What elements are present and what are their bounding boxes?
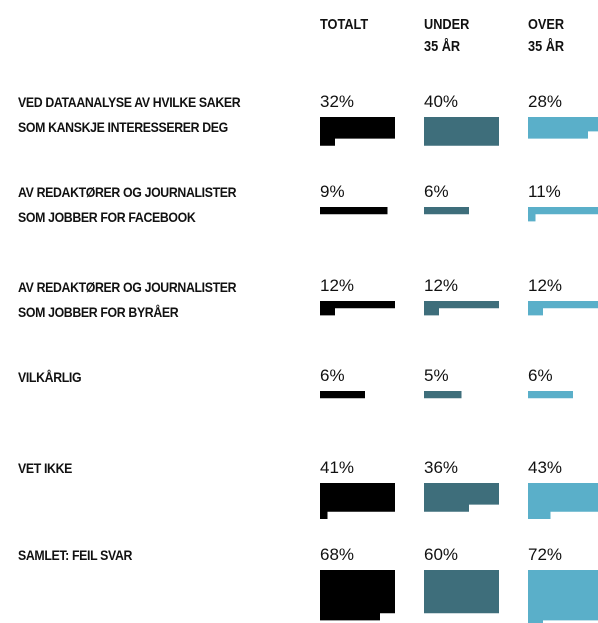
value-label: 9%	[320, 182, 345, 201]
value-label: 60%	[424, 545, 459, 564]
value-label: 72%	[528, 545, 563, 564]
value-label: 12%	[424, 276, 459, 295]
value-label: 28%	[528, 92, 563, 111]
unit-area	[320, 391, 365, 399]
value-label: 6%	[320, 366, 345, 385]
value-label: 12%	[528, 276, 563, 295]
column-header: TOTALT	[320, 16, 369, 33]
unit-area	[320, 570, 395, 621]
unit-area	[424, 391, 462, 399]
unit-area	[424, 301, 499, 316]
unit-area	[528, 391, 573, 399]
row-label: VED DATAANALYSE AV HVILKE SAKER	[18, 94, 241, 110]
row-label: AV REDAKTØRER OG JOURNALISTER	[18, 279, 237, 295]
unit-area	[528, 207, 598, 222]
unit-area	[320, 301, 395, 316]
unit-area	[528, 570, 598, 623]
unit-area	[424, 570, 499, 614]
value-label: 40%	[424, 92, 459, 111]
row-label: SAMLET: FEIL SVAR	[18, 547, 133, 563]
value-label: 36%	[424, 458, 459, 477]
value-label: 41%	[320, 458, 355, 477]
column-header: OVER	[528, 16, 565, 33]
row-label: SOM JOBBER FOR FACEBOOK	[18, 209, 196, 225]
value-label: 68%	[320, 545, 355, 564]
unit-area	[320, 207, 388, 215]
value-label: 11%	[528, 182, 561, 201]
unit-area	[424, 483, 499, 512]
column-header: UNDER	[424, 16, 470, 33]
value-label: 6%	[528, 366, 553, 385]
value-label: 32%	[320, 92, 355, 111]
row-label: AV REDAKTØRER OG JOURNALISTER	[18, 184, 237, 200]
unit-area	[320, 483, 395, 519]
unit-area	[320, 117, 395, 146]
unit-area	[528, 117, 598, 139]
value-label: 5%	[424, 366, 449, 385]
value-label: 43%	[528, 458, 563, 477]
unit-area	[528, 483, 598, 519]
row-label: SOM JOBBER FOR BYRÅER	[18, 304, 179, 320]
unit-area	[528, 301, 598, 316]
row-label: VILKÅRLIG	[18, 369, 82, 385]
unit-area	[424, 207, 469, 215]
value-label: 6%	[424, 182, 449, 201]
row-label: SOM KANSKJE INTERESSERER DEG	[18, 119, 228, 135]
column-header: 35 ÅR	[528, 38, 565, 55]
column-header: 35 ÅR	[424, 38, 461, 55]
unit-area	[424, 117, 499, 146]
value-label: 12%	[320, 276, 355, 295]
row-label: VET IKKE	[18, 460, 73, 476]
